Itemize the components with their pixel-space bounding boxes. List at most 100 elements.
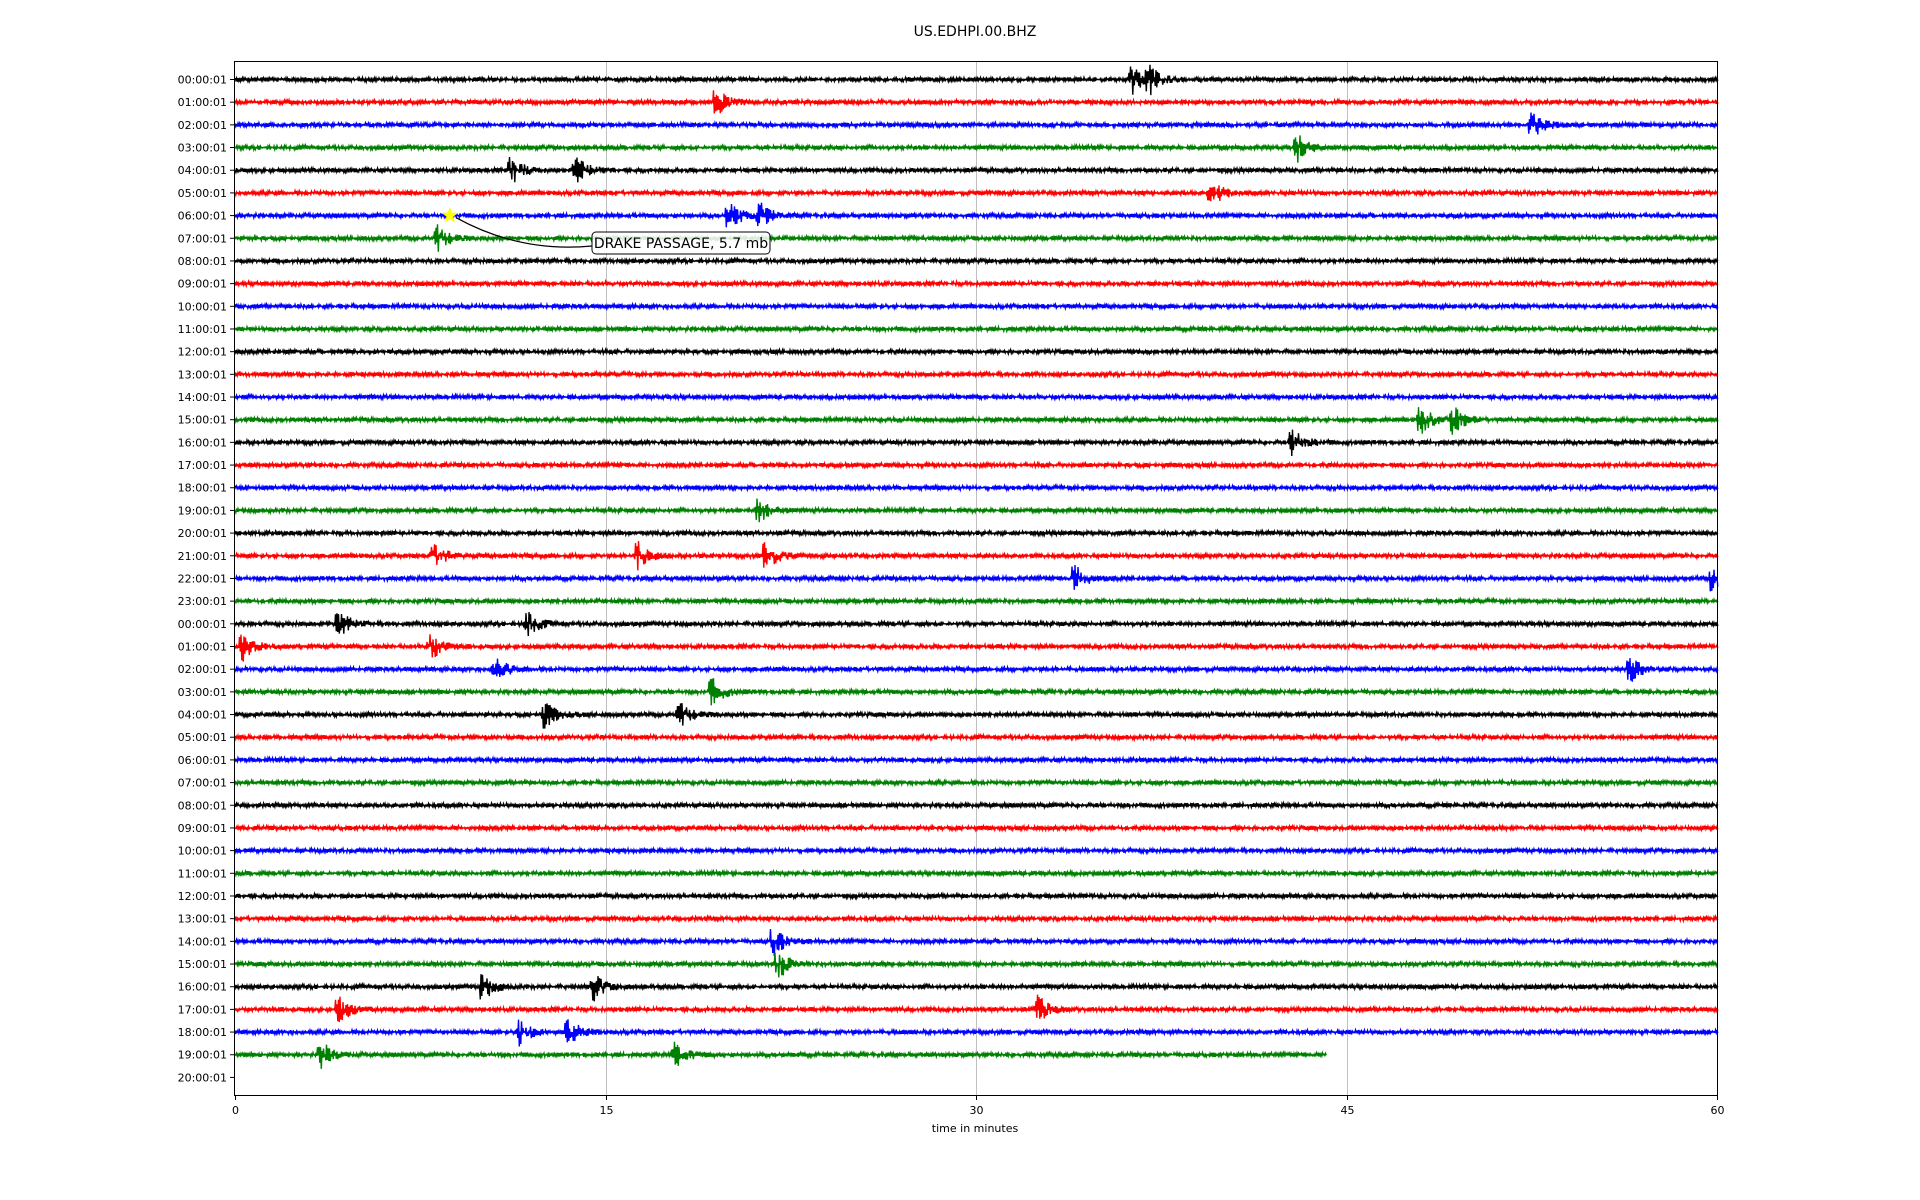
seismic-trace <box>234 800 1719 811</box>
y-tick-label: 11:00:01 <box>178 867 227 880</box>
seismic-trace <box>234 460 1719 470</box>
seismic-trace <box>234 891 1719 901</box>
x-tick-label: 60 <box>1711 1104 1725 1117</box>
seismic-trace <box>234 929 1719 957</box>
x-tick-label: 30 <box>970 1104 984 1117</box>
seismic-trace <box>234 256 1719 266</box>
y-tick-label: 16:00:01 <box>178 436 227 449</box>
y-tick-label: 03:00:01 <box>178 686 227 699</box>
seismic-trace <box>234 658 1719 682</box>
y-tick-label: 09:00:01 <box>178 278 227 291</box>
seismic-trace <box>234 392 1719 402</box>
y-tick-label: 20:00:01 <box>178 1071 227 1084</box>
y-tick-label: 10:00:01 <box>178 845 227 858</box>
seismic-trace <box>234 823 1719 833</box>
annotation-connector <box>455 217 593 248</box>
y-tick-label: 00:00:01 <box>178 74 227 87</box>
y-tick-label: 23:00:01 <box>178 595 227 608</box>
seismic-trace <box>234 301 1719 312</box>
seismic-trace <box>234 324 1719 334</box>
y-tick-labels: 00:00:01 01:00:01 02:00:01 03:00:01 04:00:01… <box>178 74 235 1084</box>
y-tick-label: 19:00:01 <box>178 504 227 517</box>
seismic-trace <box>234 1019 1719 1047</box>
seismic-trace <box>234 202 1719 228</box>
x-tick-label: 45 <box>1341 1104 1355 1117</box>
seismic-trace <box>234 754 1719 765</box>
seismic-trace <box>234 612 1719 637</box>
event-star-marker <box>441 206 459 223</box>
y-tick-label: 22:00:01 <box>178 572 227 585</box>
y-tick-label: 14:00:01 <box>178 391 227 404</box>
seismic-trace <box>234 634 1719 662</box>
y-tick-label: 06:00:01 <box>178 210 227 223</box>
seismic-trace <box>234 868 1719 879</box>
seismic-trace <box>234 596 1719 607</box>
y-tick-label: 01:00:01 <box>178 96 227 109</box>
y-tick-label: 01:00:01 <box>178 641 227 654</box>
y-tick-label: 18:00:01 <box>178 1026 227 1039</box>
y-tick-label: 09:00:01 <box>178 822 227 835</box>
seismic-trace <box>234 703 1719 729</box>
seismic-trace <box>234 90 1719 114</box>
seismic-trace <box>234 278 1719 289</box>
seismic-trace <box>234 135 1719 163</box>
seismic-trace <box>234 369 1719 380</box>
y-tick-label: 08:00:01 <box>178 799 227 812</box>
seismic-trace <box>234 498 1719 523</box>
x-axis-label: time in minutes <box>932 1122 1019 1135</box>
x-tick-label: 15 <box>600 1104 614 1117</box>
traces <box>234 64 1719 1069</box>
seismic-trace <box>234 346 1719 357</box>
y-tick-label: 12:00:01 <box>178 890 227 903</box>
seismic-trace <box>234 994 1719 1023</box>
seismic-trace <box>234 528 1719 538</box>
seismic-trace <box>234 845 1719 856</box>
seismic-trace <box>234 224 1719 252</box>
seismic-trace <box>234 678 1719 706</box>
y-tick-label: 03:00:01 <box>178 142 227 155</box>
y-tick-label: 13:00:01 <box>178 368 227 381</box>
y-tick-label: 10:00:01 <box>178 300 227 313</box>
annotation-box <box>591 231 771 255</box>
seismic-trace <box>234 429 1719 457</box>
seismic-trace <box>234 482 1719 493</box>
y-tick-label: 02:00:01 <box>178 119 227 132</box>
y-tick-label: 07:00:01 <box>178 232 227 245</box>
y-tick-label: 12:00:01 <box>178 346 227 359</box>
x-tick-label: 0 <box>232 1104 239 1117</box>
seismic-trace <box>234 974 1719 1002</box>
y-tick-label: 13:00:01 <box>178 913 227 926</box>
seismic-trace <box>234 1041 1327 1069</box>
seismic-trace <box>234 913 1719 924</box>
plot-frame <box>234 61 1718 1096</box>
y-tick-label: 06:00:01 <box>178 754 227 767</box>
seismic-trace <box>234 541 1719 571</box>
seismic-trace <box>234 185 1719 202</box>
y-tick-label: 08:00:01 <box>178 255 227 268</box>
y-tick-label: 15:00:01 <box>178 414 227 427</box>
y-tick-label: 17:00:01 <box>178 459 227 472</box>
y-tick-label: 16:00:01 <box>178 981 227 994</box>
y-tick-label: 19:00:01 <box>178 1049 227 1062</box>
seismic-trace <box>234 156 1719 183</box>
y-tick-label: 00:00:01 <box>178 618 227 631</box>
seismic-trace <box>234 64 1719 96</box>
seismic-trace <box>234 407 1719 435</box>
annotation-label: DRAKE PASSAGE, 5.7 mb <box>594 236 768 252</box>
seismic-trace <box>234 777 1718 788</box>
chart-title: US.EDHPI.00.BHZ <box>914 24 1037 40</box>
seismic-trace <box>234 952 1719 978</box>
y-tick-label: 21:00:01 <box>178 550 227 563</box>
x-axis: 0 15 30 45 60 <box>232 1095 1725 1117</box>
y-tick-label: 02:00:01 <box>178 663 227 676</box>
seismic-trace <box>234 564 1719 592</box>
y-tick-label: 07:00:01 <box>178 777 227 790</box>
y-tick-label: 20:00:01 <box>178 527 227 540</box>
y-tick-label: 04:00:01 <box>178 164 227 177</box>
y-tick-label: 17:00:01 <box>178 1003 227 1016</box>
y-tick-label: 05:00:01 <box>178 731 227 744</box>
seismic-trace <box>234 112 1719 135</box>
seismic-trace <box>234 732 1719 743</box>
y-tick-label: 11:00:01 <box>178 323 227 336</box>
